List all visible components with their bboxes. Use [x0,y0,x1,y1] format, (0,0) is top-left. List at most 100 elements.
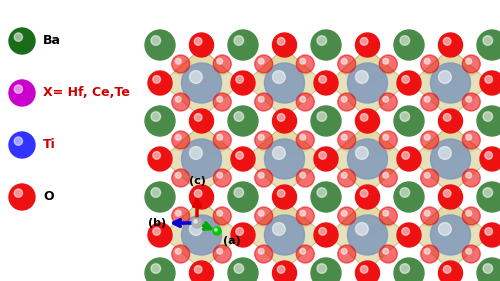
Circle shape [397,223,421,247]
Polygon shape [410,124,490,194]
Circle shape [485,151,492,159]
Circle shape [236,76,244,83]
Circle shape [9,132,35,158]
Text: Ti: Ti [43,139,56,151]
Circle shape [397,71,421,95]
Polygon shape [422,124,478,159]
Circle shape [145,30,175,60]
Circle shape [462,245,480,263]
Circle shape [213,55,231,73]
Circle shape [217,134,222,140]
Circle shape [228,182,258,212]
Circle shape [176,210,181,216]
Circle shape [424,248,430,254]
Text: (b): (b) [148,218,166,228]
Circle shape [317,36,326,45]
Circle shape [258,173,264,178]
Polygon shape [162,124,242,194]
Circle shape [421,207,439,225]
Circle shape [342,58,347,64]
Circle shape [172,245,190,263]
Circle shape [228,30,258,60]
Circle shape [255,169,273,187]
Circle shape [462,169,480,187]
Circle shape [360,38,368,45]
Circle shape [278,38,285,45]
Circle shape [421,131,439,149]
Circle shape [14,85,22,93]
Text: O: O [43,191,54,203]
Circle shape [272,261,296,281]
Text: Ba: Ba [43,35,61,47]
Circle shape [462,207,480,225]
Circle shape [176,134,181,140]
Circle shape [348,215,388,255]
Circle shape [296,131,314,149]
Circle shape [438,261,462,281]
Circle shape [300,96,306,102]
Circle shape [466,210,471,216]
Circle shape [190,33,214,57]
Circle shape [258,58,264,64]
Circle shape [462,131,480,149]
Circle shape [231,223,255,247]
Circle shape [231,147,255,171]
Circle shape [462,55,480,73]
Circle shape [214,228,217,231]
Circle shape [176,58,181,64]
Circle shape [9,80,35,106]
Circle shape [400,112,409,121]
Polygon shape [422,48,478,83]
Circle shape [356,223,368,235]
Circle shape [480,71,500,95]
Circle shape [311,258,341,281]
Circle shape [317,264,326,273]
Circle shape [400,264,409,273]
Circle shape [182,63,222,103]
Circle shape [194,38,202,45]
Circle shape [148,223,172,247]
Circle shape [319,76,326,83]
Circle shape [311,30,341,60]
Circle shape [383,134,388,140]
Circle shape [438,185,462,209]
Circle shape [480,147,500,171]
Circle shape [296,93,314,111]
Circle shape [272,33,296,57]
Circle shape [444,114,451,121]
Circle shape [190,261,214,281]
Circle shape [421,245,439,263]
Circle shape [314,71,338,95]
Circle shape [151,112,160,121]
Polygon shape [340,48,396,83]
Circle shape [483,188,492,197]
Circle shape [194,190,202,197]
Circle shape [394,182,424,212]
Circle shape [356,147,368,159]
Circle shape [278,190,285,197]
Circle shape [477,182,500,212]
Circle shape [317,188,326,197]
Circle shape [190,71,202,83]
Circle shape [466,248,471,254]
Circle shape [14,137,22,145]
Polygon shape [162,48,242,118]
Circle shape [338,245,356,263]
Circle shape [234,188,243,197]
Circle shape [151,36,160,45]
Circle shape [9,184,35,210]
Circle shape [338,207,356,225]
Polygon shape [410,200,490,270]
Circle shape [356,109,380,133]
Circle shape [258,96,264,102]
Circle shape [424,58,430,64]
Circle shape [466,58,471,64]
Polygon shape [244,200,324,270]
Circle shape [342,173,347,178]
Circle shape [380,93,397,111]
Circle shape [272,71,285,83]
Text: (c): (c) [188,176,206,186]
Polygon shape [328,200,407,270]
Polygon shape [256,200,312,235]
Circle shape [314,223,338,247]
